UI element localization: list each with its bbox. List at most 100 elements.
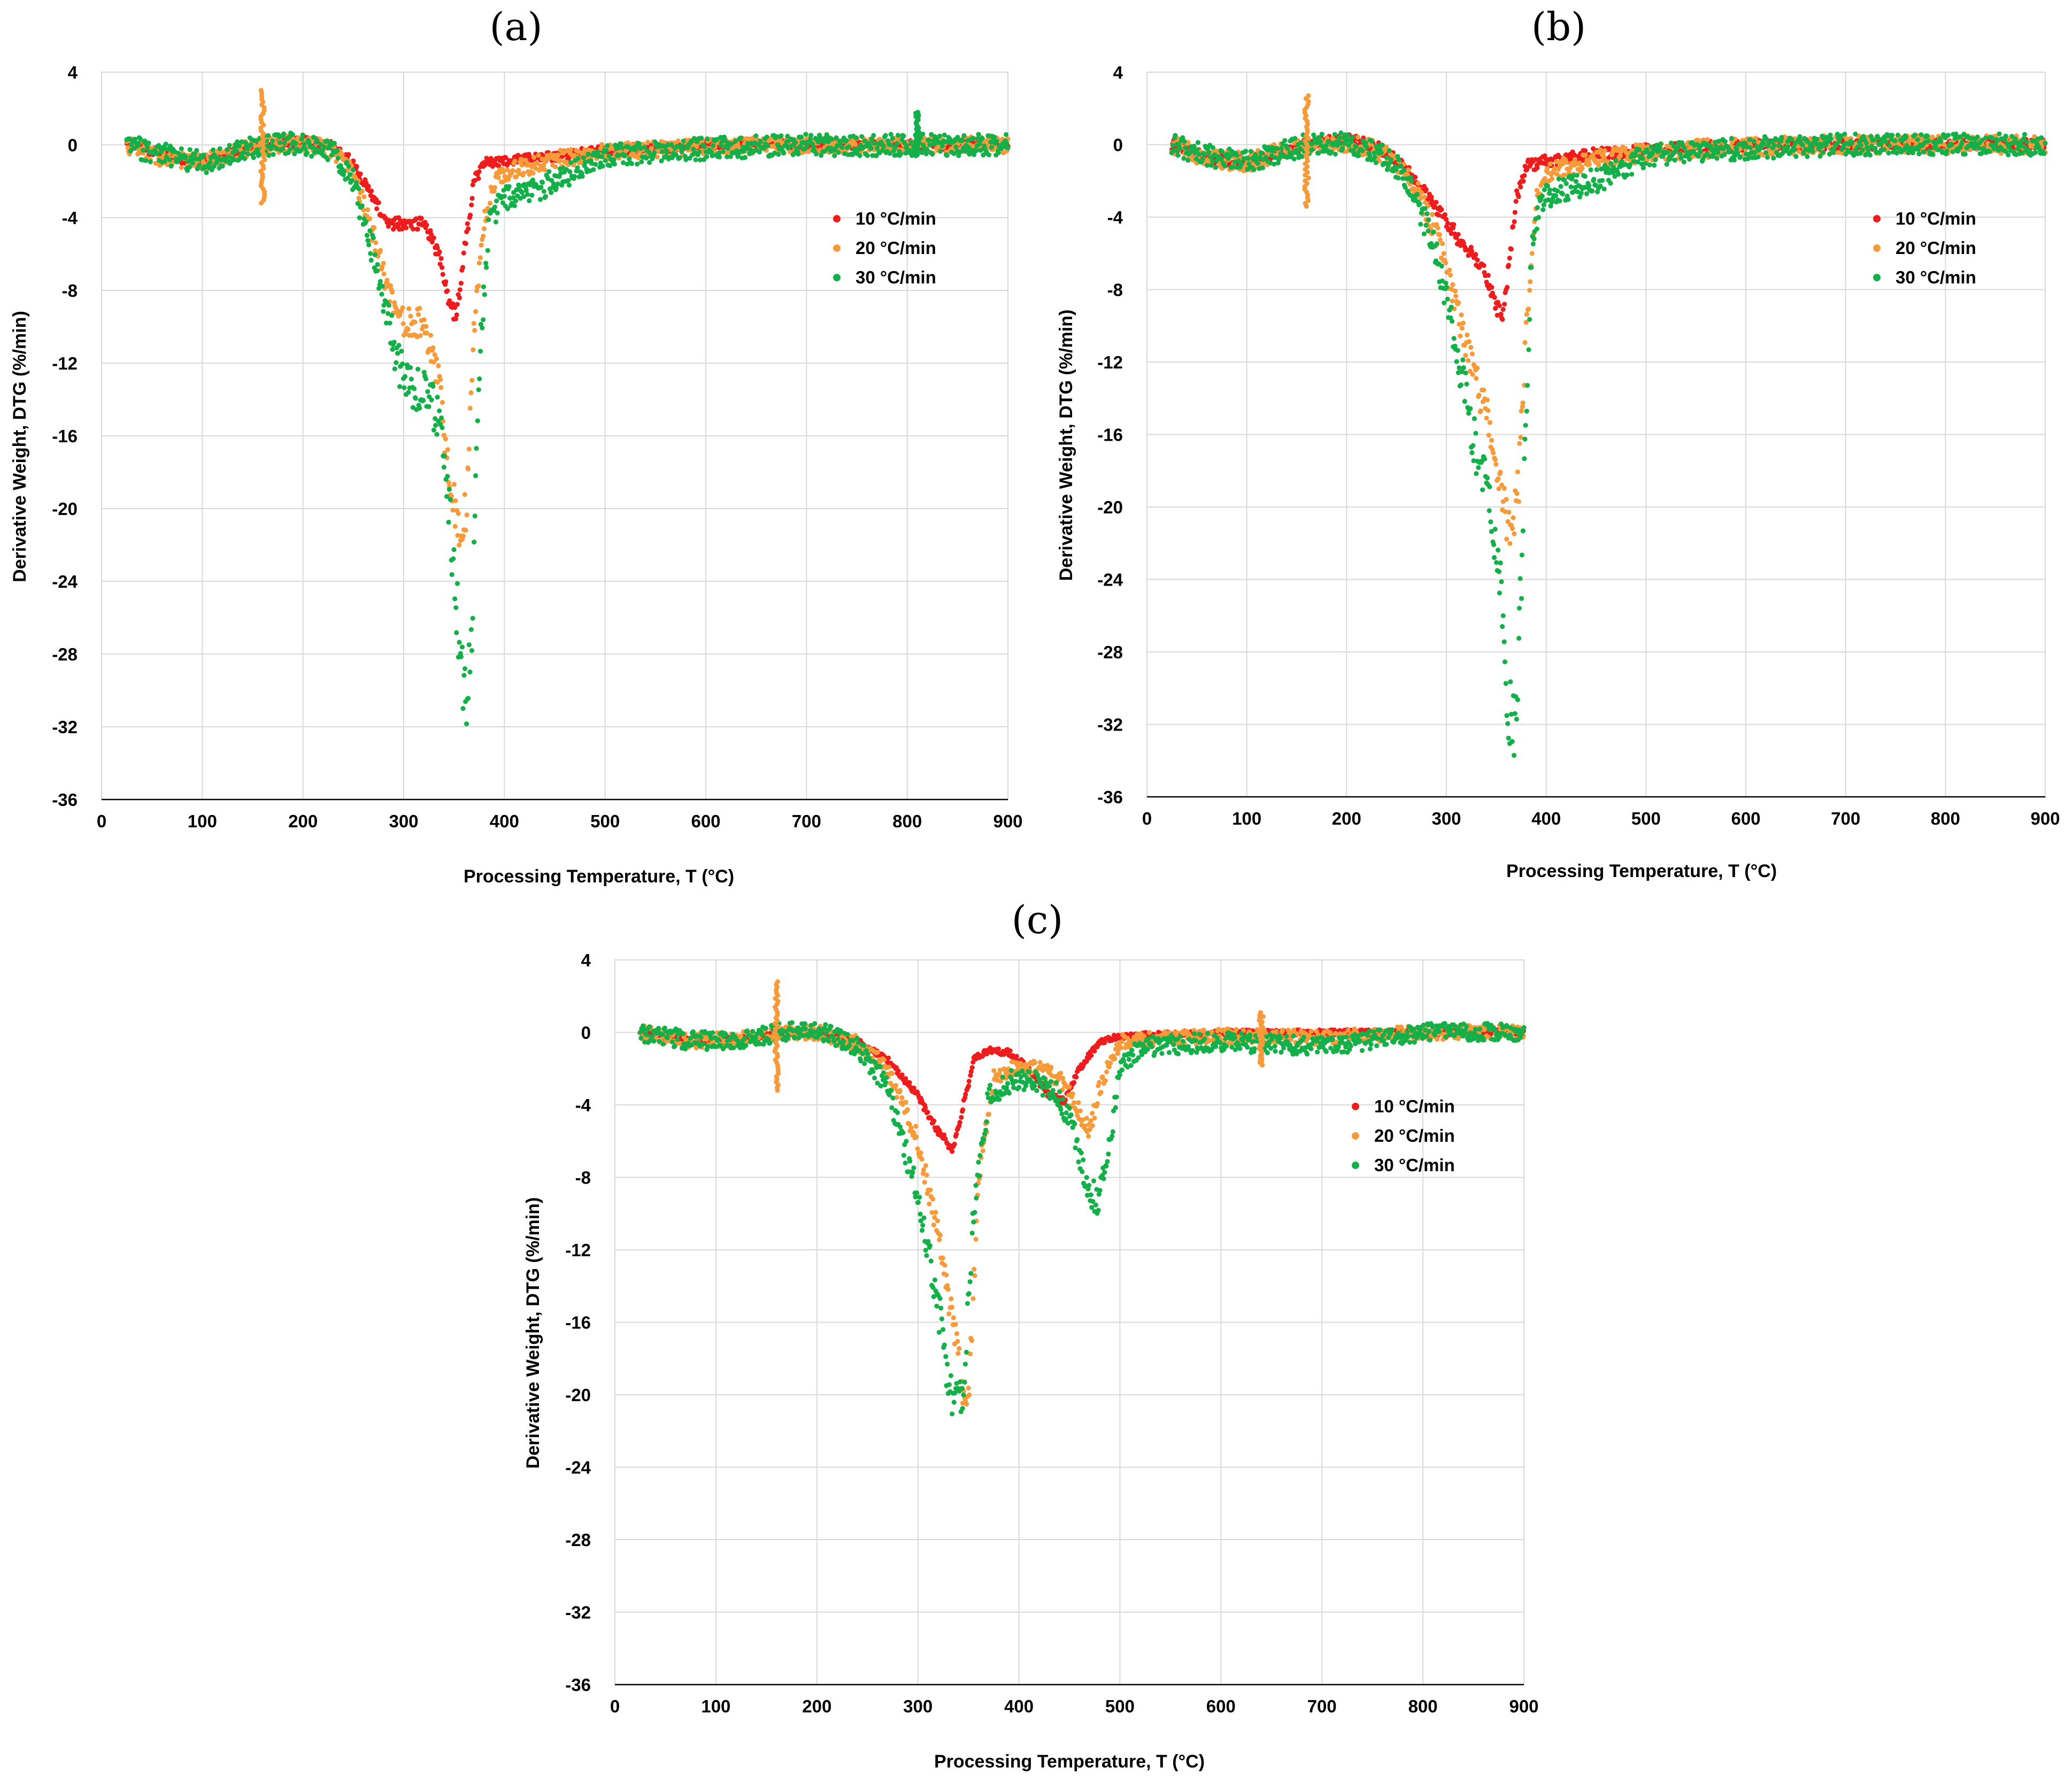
data-point — [605, 143, 610, 148]
data-point — [611, 157, 617, 163]
data-point — [443, 436, 448, 442]
data-point — [476, 260, 482, 266]
data-point — [1498, 470, 1503, 475]
data-point — [1474, 375, 1479, 381]
data-point — [1486, 433, 1491, 438]
data-point — [404, 225, 409, 230]
data-point — [1583, 152, 1588, 158]
data-point — [765, 143, 771, 149]
data-point — [381, 260, 386, 266]
data-point — [1500, 306, 1506, 312]
data-point — [431, 359, 436, 365]
data-point — [591, 167, 596, 172]
data-point — [335, 156, 341, 161]
data-point — [1524, 312, 1529, 317]
data-point — [450, 301, 456, 306]
data-point — [413, 396, 418, 401]
data-point — [1492, 457, 1498, 462]
data-point — [494, 198, 499, 204]
data-point — [659, 158, 664, 164]
data-point — [797, 144, 803, 149]
data-point — [207, 160, 213, 165]
data-point — [1572, 157, 1577, 162]
x-tick-label: 100 — [188, 811, 217, 831]
data-point — [677, 155, 682, 160]
data-point — [438, 415, 444, 421]
data-point — [355, 201, 360, 206]
data-point — [440, 399, 445, 405]
data-point — [1423, 187, 1429, 192]
data-point — [469, 202, 474, 207]
data-point — [836, 150, 841, 155]
data-point — [1485, 397, 1490, 403]
data-point — [1429, 194, 1434, 200]
data-point — [389, 289, 395, 295]
data-point — [1422, 194, 1427, 199]
data-point — [381, 271, 387, 276]
data-point — [757, 149, 762, 155]
data-point — [172, 149, 178, 155]
data-point — [813, 151, 819, 157]
data-point — [418, 333, 423, 339]
data-point — [625, 140, 630, 145]
data-point — [387, 320, 392, 326]
data-point — [1442, 212, 1447, 218]
data-point — [253, 138, 259, 143]
data-point — [299, 136, 304, 142]
data-point — [428, 228, 433, 233]
data-point — [463, 241, 468, 247]
data-point — [217, 146, 222, 151]
data-point — [1450, 298, 1455, 304]
data-point — [412, 319, 418, 325]
data-point — [953, 144, 959, 150]
data-point — [379, 291, 384, 297]
data-point — [468, 627, 474, 632]
data-point — [1601, 155, 1607, 160]
data-point — [386, 311, 391, 316]
data-point — [775, 142, 780, 148]
data-point — [302, 141, 307, 147]
data-point — [470, 616, 475, 621]
chart-panel-b: (b) 0 100 200 300 400 500 600 700 800 90040-4-8-1… — [1056, 4, 2060, 881]
data-point — [1481, 263, 1486, 268]
data-point — [417, 305, 422, 311]
data-point — [338, 163, 343, 168]
data-point — [675, 138, 681, 144]
data-point — [575, 149, 581, 154]
data-point — [449, 572, 455, 577]
data-point — [143, 158, 149, 163]
data-point — [145, 145, 150, 151]
data-point — [415, 366, 421, 372]
data-point — [1508, 247, 1514, 252]
data-point — [452, 596, 458, 602]
data-point — [423, 324, 429, 329]
data-point — [300, 132, 305, 137]
data-point — [835, 143, 840, 149]
data-point — [1458, 333, 1463, 339]
data-point — [454, 312, 459, 318]
x-tick-label: 500 — [1631, 809, 1661, 828]
data-point — [1526, 306, 1531, 312]
data-point — [146, 140, 151, 145]
data-point — [976, 132, 981, 137]
data-point — [477, 255, 483, 260]
data-point — [457, 640, 462, 645]
data-point — [1596, 162, 1601, 168]
data-point — [673, 152, 679, 158]
data-point — [446, 487, 452, 492]
series-20-points — [1169, 133, 2048, 546]
data-point — [148, 159, 153, 165]
data-point — [1496, 476, 1501, 481]
data-point — [386, 303, 392, 308]
data-point — [567, 169, 573, 174]
data-point — [455, 302, 460, 307]
data-point — [785, 134, 790, 139]
data-point — [383, 320, 389, 326]
data-point — [425, 389, 430, 394]
data-point — [329, 152, 335, 158]
data-point — [373, 240, 379, 245]
data-point — [931, 141, 937, 147]
data-point — [779, 133, 784, 139]
data-point — [738, 149, 743, 154]
data-point — [649, 145, 654, 151]
